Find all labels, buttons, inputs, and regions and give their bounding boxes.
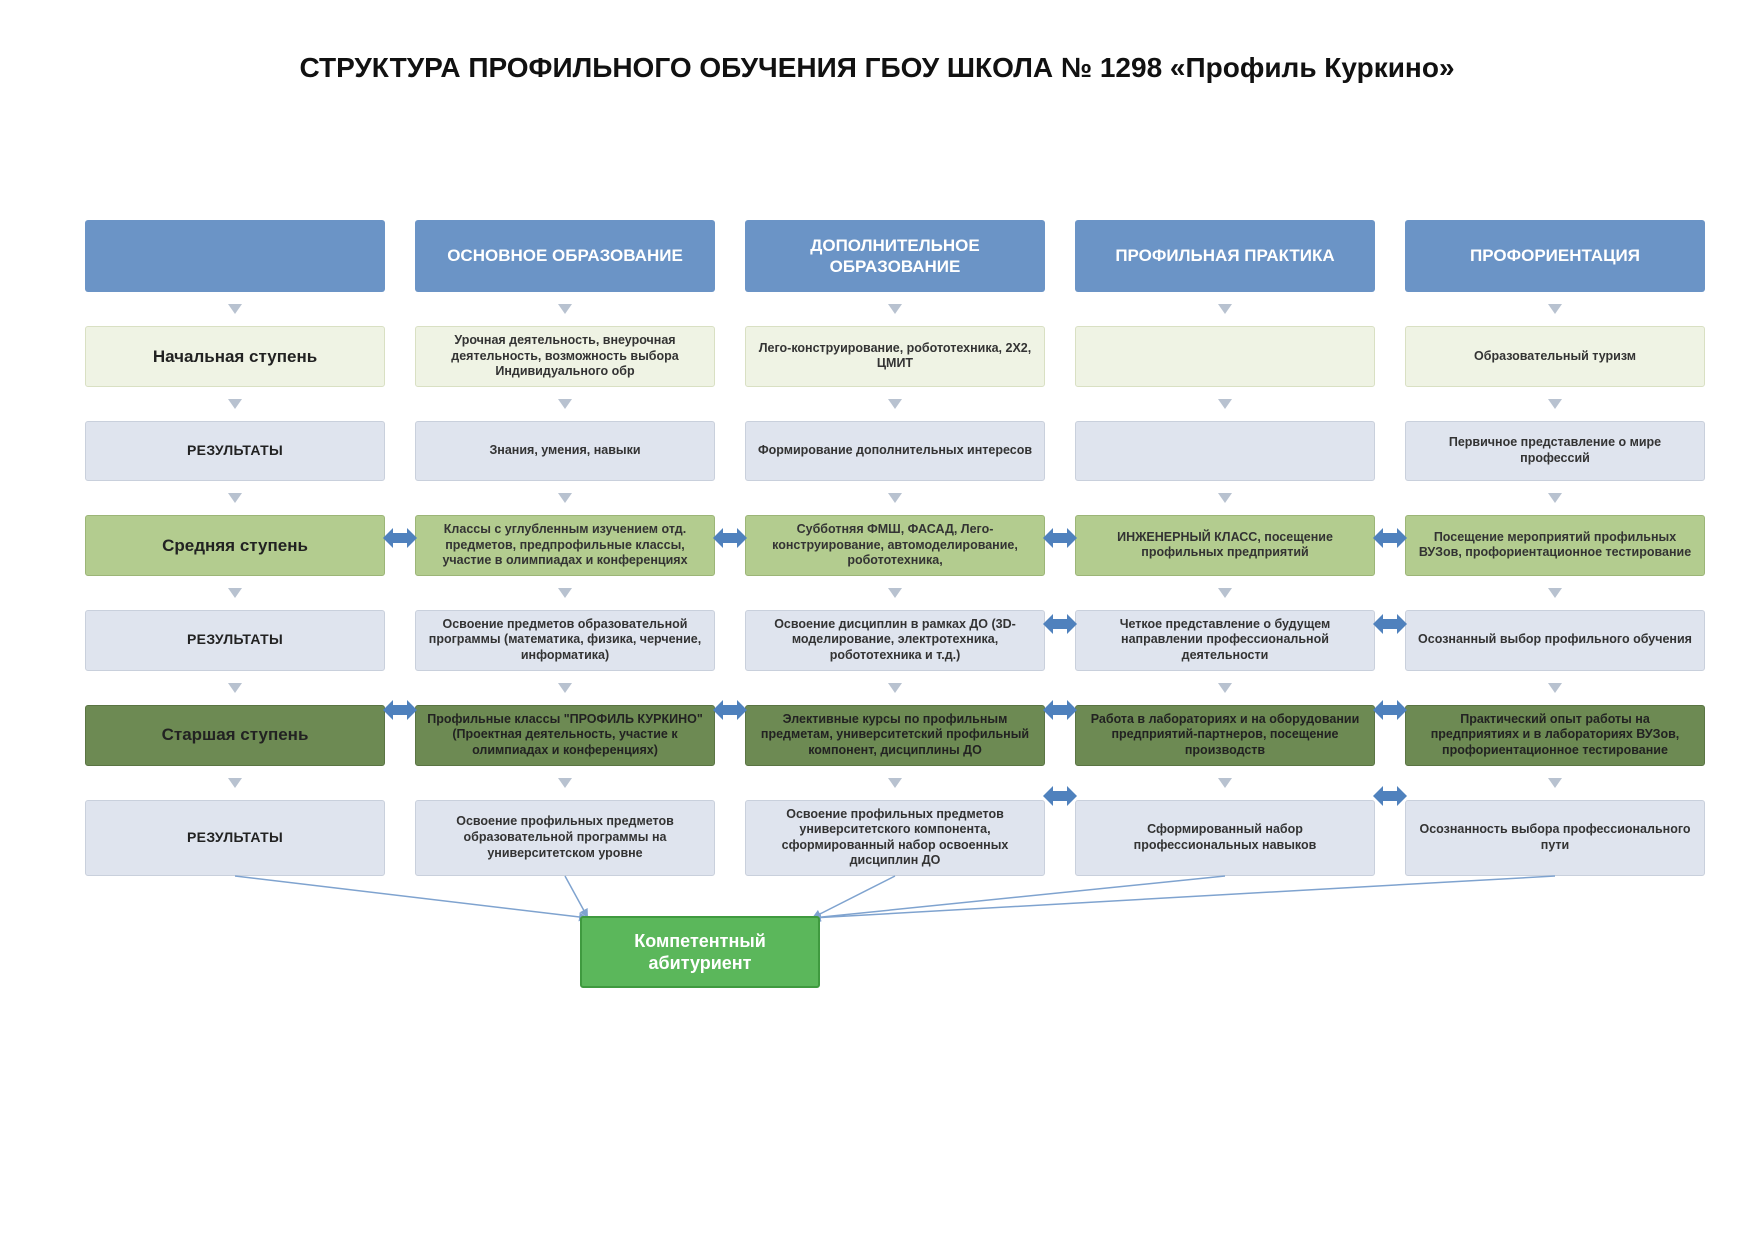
arrow-row: [85, 679, 1705, 697]
arrow-down-icon: [558, 399, 572, 409]
s3r-c1: Освоение профильных предметов образовате…: [415, 800, 715, 877]
stage2-row: Средняя ступень Классы с углубленным изу…: [85, 515, 1705, 576]
arrow-down-icon: [1218, 304, 1232, 314]
s1-c2: Лего-конструирование, робототехника, 2X2…: [745, 326, 1045, 387]
stage1-label: Начальная ступень: [85, 326, 385, 387]
s2r-c1: Освоение предметов образовательной прогр…: [415, 610, 715, 671]
page: СТРУКТУРА ПРОФИЛЬНОГО ОБУЧЕНИЯ ГБОУ ШКОЛ…: [0, 0, 1754, 1239]
arrow-down-icon: [1218, 493, 1232, 503]
s3r-c3: Сформированный набор профессиональных на…: [1075, 800, 1375, 877]
s2-c3: ИНЖЕНЕРНЫЙ КЛАСС, посещение профильных п…: [1075, 515, 1375, 576]
arrow-down-icon: [228, 683, 242, 693]
s1r-c4: Первичное представление о мире профессий: [1405, 421, 1705, 481]
s3r-c4: Осознанность выбора профессионального пу…: [1405, 800, 1705, 877]
stage1-row: Начальная ступень Урочная деятельность, …: [85, 326, 1705, 387]
arrow-down-icon: [228, 493, 242, 503]
arrow-down-icon: [228, 778, 242, 788]
arrow-down-icon: [558, 493, 572, 503]
s1r-c3-empty: [1075, 421, 1375, 481]
arrow-down-icon: [888, 399, 902, 409]
s1-c3-empty: [1075, 326, 1375, 387]
arrow-down-icon: [888, 683, 902, 693]
arrow-down-icon: [1218, 778, 1232, 788]
result-label-3: РЕЗУЛЬТАТЫ: [85, 800, 385, 877]
arrow-row: [85, 300, 1705, 318]
stage2-label: Средняя ступень: [85, 515, 385, 576]
arrow-down-icon: [888, 778, 902, 788]
arrow-down-icon: [558, 588, 572, 598]
s1-c4: Образовательный туризм: [1405, 326, 1705, 387]
stage3-label: Старшая ступень: [85, 705, 385, 766]
arrow-row: [85, 584, 1705, 602]
s3r-c2: Освоение профильных предметов университе…: [745, 800, 1045, 877]
arrow-down-icon: [1218, 683, 1232, 693]
arrow-down-icon: [888, 493, 902, 503]
arrow-down-icon: [228, 588, 242, 598]
arrow-down-icon: [228, 304, 242, 314]
header-col-1: ОСНОВНОЕ ОБРАЗОВАНИЕ: [415, 220, 715, 292]
arrow-down-icon: [1218, 588, 1232, 598]
result-label-2: РЕЗУЛЬТАТЫ: [85, 610, 385, 671]
arrow-down-icon: [1548, 399, 1562, 409]
stage3-row: Старшая ступень Профильные классы "ПРОФИ…: [85, 705, 1705, 766]
header-row: ОСНОВНОЕ ОБРАЗОВАНИЕ ДОПОЛНИТЕЛЬНОЕ ОБРА…: [85, 220, 1705, 292]
arrow-down-icon: [1548, 588, 1562, 598]
arrow-down-icon: [888, 588, 902, 598]
s1r-c2: Формирование дополнительных интересов: [745, 421, 1045, 481]
s1-c1: Урочная деятельность, внеурочная деятель…: [415, 326, 715, 387]
arrow-row: [85, 395, 1705, 413]
s2r-c4: Осознанный выбор профильного обучения: [1405, 610, 1705, 671]
arrow-down-icon: [1548, 778, 1562, 788]
s2-c1: Классы с углубленным изучением отд. пред…: [415, 515, 715, 576]
arrow-down-icon: [1548, 304, 1562, 314]
arrow-down-icon: [888, 304, 902, 314]
final-box: Компетентный абитуриент: [580, 916, 820, 988]
s2r-c2: Освоение дисциплин в рамках ДО (3D-модел…: [745, 610, 1045, 671]
s2-c4: Посещение мероприятий профильных ВУЗов, …: [1405, 515, 1705, 576]
arrow-down-icon: [1218, 399, 1232, 409]
s2r-c3: Четкое представление о будущем направлен…: [1075, 610, 1375, 671]
arrow-down-icon: [558, 778, 572, 788]
s2-c2: Субботняя ФМШ, ФАСАД, Лего-конструирован…: [745, 515, 1045, 576]
header-col-0: [85, 220, 385, 292]
s3-c2: Элективные курсы по профильным предметам…: [745, 705, 1045, 766]
arrow-row: [85, 774, 1705, 792]
arrow-down-icon: [558, 683, 572, 693]
stage1-results-row: РЕЗУЛЬТАТЫ Знания, умения, навыки Формир…: [85, 421, 1705, 481]
s3-c3: Работа в лабораториях и на оборудовании …: [1075, 705, 1375, 766]
arrow-down-icon: [228, 399, 242, 409]
result-label-1: РЕЗУЛЬТАТЫ: [85, 421, 385, 481]
header-col-4: ПРОФОРИЕНТАЦИЯ: [1405, 220, 1705, 292]
page-title: СТРУКТУРА ПРОФИЛЬНОГО ОБУЧЕНИЯ ГБОУ ШКОЛ…: [0, 52, 1754, 84]
s3-c1: Профильные классы "ПРОФИЛЬ КУРКИНО" (Про…: [415, 705, 715, 766]
s3-c4: Практический опыт работы на предприятиях…: [1405, 705, 1705, 766]
arrow-down-icon: [1548, 493, 1562, 503]
arrow-row: [85, 489, 1705, 507]
grid: ОСНОВНОЕ ОБРАЗОВАНИЕ ДОПОЛНИТЕЛЬНОЕ ОБРА…: [85, 220, 1705, 884]
arrow-down-icon: [1548, 683, 1562, 693]
arrow-down-icon: [558, 304, 572, 314]
header-col-3: ПРОФИЛЬНАЯ ПРАКТИКА: [1075, 220, 1375, 292]
stage2-results-row: РЕЗУЛЬТАТЫ Освоение предметов образовате…: [85, 610, 1705, 671]
header-col-2: ДОПОЛНИТЕЛЬНОЕ ОБРАЗОВАНИЕ: [745, 220, 1045, 292]
s1r-c1: Знания, умения, навыки: [415, 421, 715, 481]
stage3-results-row: РЕЗУЛЬТАТЫ Освоение профильных предметов…: [85, 800, 1705, 877]
